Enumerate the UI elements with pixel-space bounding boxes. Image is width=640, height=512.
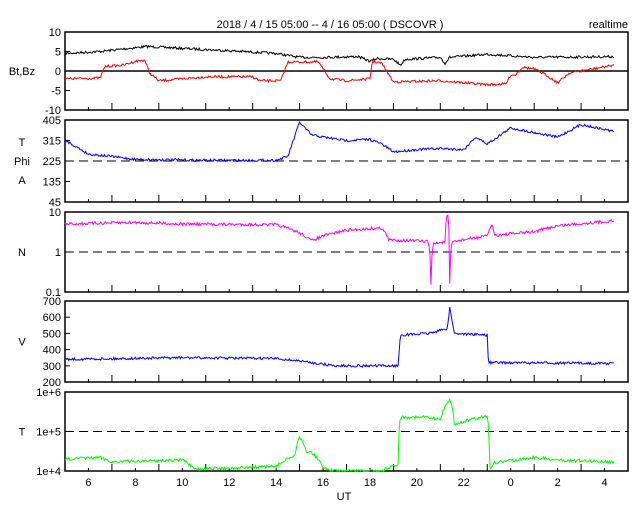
- y-axis-label: N: [18, 247, 26, 259]
- x-tick-label: 12: [223, 477, 235, 489]
- x-tick-label: 2: [555, 477, 561, 489]
- panel-frame: [64, 300, 629, 383]
- y-tick-label: 0.1: [46, 287, 61, 299]
- x-tick-label: 0: [508, 477, 514, 489]
- y-tick-label: 1: [55, 247, 61, 259]
- y-tick-label: 600: [43, 312, 61, 324]
- y-tick-label: 400: [43, 345, 61, 357]
- x-tick-label: 16: [317, 477, 329, 489]
- y-tick-label: 405: [43, 115, 61, 127]
- y-tick-label: 45: [49, 197, 61, 209]
- y-tick-label: -5: [51, 86, 61, 98]
- y-tick-label: 700: [43, 296, 61, 308]
- y-axis-label: V: [18, 337, 26, 349]
- y-tick-label: -10: [45, 105, 61, 117]
- y-tick-label: 1e+6: [36, 387, 61, 399]
- y-tick-label: 0: [55, 66, 61, 78]
- realtime-label: realtime: [589, 19, 628, 31]
- x-tick-label: 4: [601, 477, 607, 489]
- series-phi: [64, 120, 615, 163]
- x-tick-label: 14: [270, 477, 282, 489]
- x-tick-label: 10: [176, 477, 188, 489]
- y-axis-label: Phi: [14, 156, 30, 168]
- y-tick-label: 1e+5: [36, 427, 61, 439]
- x-tick-label: 20: [411, 477, 423, 489]
- y-tick-label: 10: [49, 27, 61, 39]
- y-axis-label: T: [19, 427, 26, 439]
- x-tick-label: 22: [458, 477, 470, 489]
- x-axis-label: UT: [337, 491, 352, 503]
- y-tick-label: 200: [43, 377, 61, 389]
- y-tick-label: 1e+4: [36, 466, 61, 478]
- series-bt: [64, 44, 615, 67]
- y-tick-label: 135: [43, 177, 61, 189]
- chart-title: 2018 / 4 / 15 05:00 -- 4 / 16 05:00 ( DS…: [217, 19, 444, 31]
- series-temperature: [64, 397, 615, 472]
- y-tick-label: 500: [43, 328, 61, 340]
- x-tick-label: 8: [132, 477, 138, 489]
- series-n: [64, 214, 615, 285]
- series-v: [64, 307, 614, 369]
- y-tick-label: 300: [43, 361, 61, 373]
- y-tick-label: 225: [43, 156, 61, 168]
- y-axis-label: T: [19, 137, 26, 149]
- series-bz: [64, 59, 615, 87]
- y-tick-label: 315: [43, 136, 61, 148]
- y-axis-label: Bt,Bz: [9, 66, 35, 78]
- y-axis-label: A: [18, 175, 26, 187]
- y-tick-label: 10: [49, 207, 61, 219]
- y-tick-label: 5: [55, 47, 61, 59]
- x-tick-label: 6: [85, 477, 91, 489]
- x-tick-label: 18: [364, 477, 376, 489]
